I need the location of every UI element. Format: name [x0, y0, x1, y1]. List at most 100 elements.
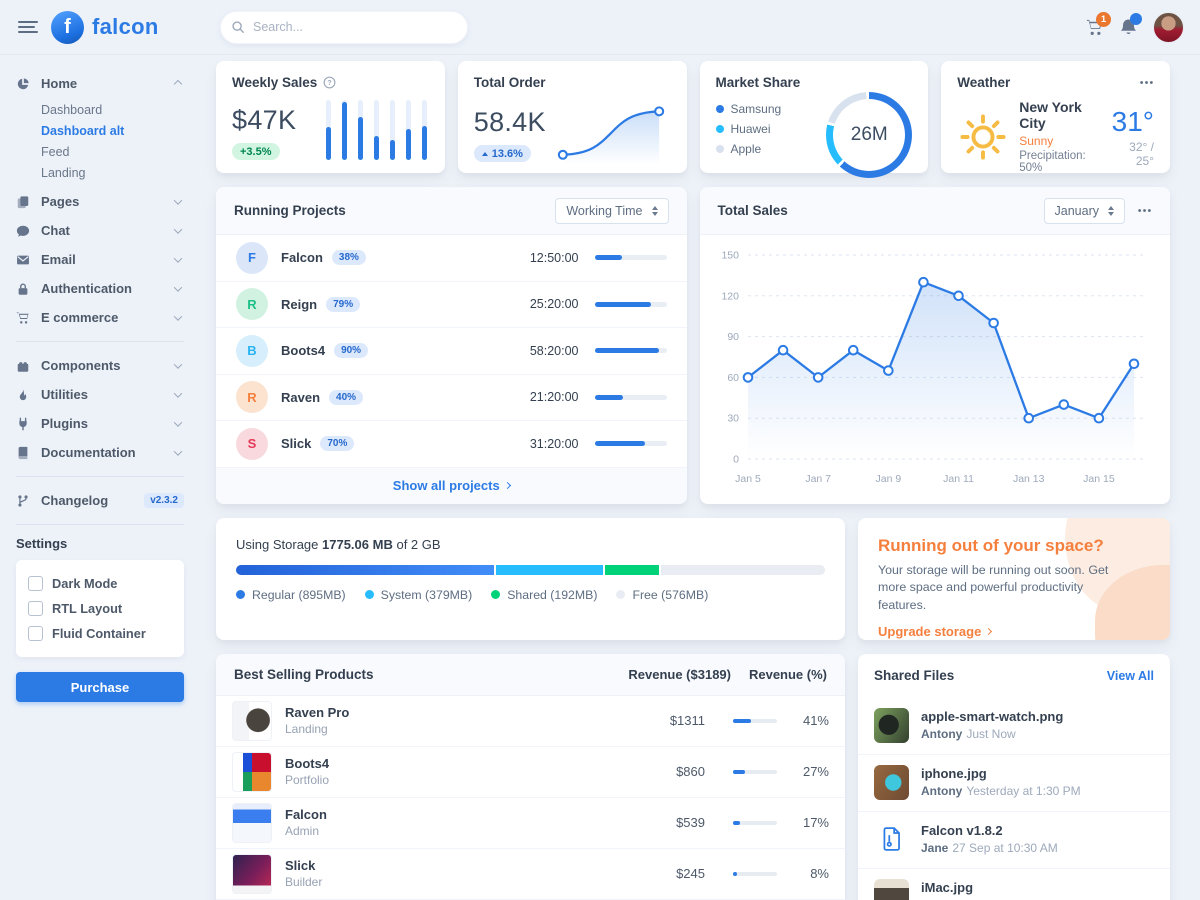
product-revenue: $245 — [676, 866, 705, 881]
project-name[interactable]: Slick — [281, 436, 312, 452]
svg-text:60: 60 — [727, 372, 739, 384]
more-options-icon[interactable] — [1137, 203, 1152, 218]
sidebar-item-components[interactable]: Components — [16, 351, 184, 380]
storage-segment-free — [658, 564, 825, 575]
toggle-rtl-layout[interactable]: RTL Layout — [28, 596, 172, 621]
product-category: Portfolio — [285, 773, 330, 787]
total-sales-line-chart: 0 30 60 90 120 150 Jan 5 Jan 7 Jan 9 Jan 11 Jan 13… — [721, 250, 1144, 485]
weekly-sales-bar — [373, 100, 379, 160]
show-all-projects-link[interactable]: Show all projects — [393, 478, 511, 493]
falcon-logo[interactable]: f falcon — [51, 10, 199, 44]
file-name[interactable]: iphone.jpg — [921, 766, 987, 781]
file-name[interactable]: iMac.jpg — [921, 880, 974, 895]
checkbox[interactable] — [28, 576, 43, 591]
weather-condition: Sunny — [1019, 134, 1054, 148]
product-thumbnail — [232, 802, 272, 843]
sidebar-item-changelog[interactable]: Changelog v2.3.2 — [16, 486, 184, 515]
upgrade-storage-link[interactable]: Upgrade storage — [878, 624, 993, 639]
sidebar-item-label: Pages — [41, 194, 80, 209]
file-name[interactable]: apple-smart-watch.png — [921, 709, 1064, 724]
checkbox-label: Dark Mode — [52, 576, 118, 591]
svg-text:?: ? — [328, 80, 332, 87]
sidebar-item-authentication[interactable]: Authentication — [16, 274, 184, 303]
market-share-title: Market Share — [715, 75, 801, 90]
sidebar-submenu: Dashboard Dashboard alt Feed Landing — [16, 99, 184, 183]
weather-city: New York City — [1019, 99, 1082, 131]
sidebar-item-feed[interactable]: Feed — [41, 144, 70, 159]
sidebar-item-dashboard[interactable]: Dashboard — [41, 102, 103, 117]
checkbox[interactable] — [28, 601, 43, 616]
upgrade-space-card: Running out of your space? Your storage … — [858, 517, 1170, 640]
product-percent-bar — [733, 718, 777, 723]
search-icon — [231, 20, 245, 34]
sidebar-item-utilities[interactable]: Utilities — [16, 380, 184, 409]
chevron-down-icon — [173, 446, 183, 456]
working-time-select[interactable]: Working Time — [555, 197, 669, 224]
sidebar-item-documentation[interactable]: Documentation — [16, 438, 184, 467]
legend-label: Samsung — [730, 102, 782, 116]
product-percent-bar — [733, 871, 777, 876]
shared-files-title: Shared Files — [874, 668, 955, 683]
help-icon[interactable]: ? — [323, 76, 336, 89]
product-percent-bar — [733, 769, 777, 774]
sidebar-item-home[interactable]: Home — [16, 69, 184, 98]
sidebar-item-chat[interactable]: Chat — [16, 216, 184, 245]
product-name[interactable]: Slick — [285, 858, 316, 873]
product-revenue: $860 — [676, 764, 705, 779]
legend-label: System (379MB) — [380, 587, 473, 602]
cart-button[interactable]: 1 — [1085, 11, 1111, 37]
weekly-sales-title: Weekly Sales — [232, 75, 318, 90]
divider — [16, 476, 184, 477]
weekly-sales-bar — [389, 100, 395, 160]
projects-list: F Falcon 38% 12:50:00 R Reign 79% 25:20:00 B Boot… — [216, 235, 687, 468]
sidebar-item-email[interactable]: Email — [16, 245, 184, 274]
purchase-button[interactable]: Purchase — [16, 672, 184, 702]
weather-card: Weather New York City Sunny Precipitatio… — [941, 61, 1170, 174]
toggle-fluid-container[interactable]: Fluid Container — [28, 621, 172, 646]
storage-segment-regular — [236, 564, 495, 575]
version-badge: v2.3.2 — [144, 493, 184, 508]
file-row-imac-jpg: iMac.jpg Rowen 23 Sep at 6:10 PM — [858, 867, 1170, 900]
total-order-title: Total Order — [473, 75, 546, 90]
sidebar-item-e-commerce[interactable]: E commerce — [16, 303, 184, 332]
project-progress-bar — [594, 441, 667, 447]
weekly-sales-bar — [405, 100, 411, 160]
project-name[interactable]: Boots4 — [281, 343, 326, 359]
project-name[interactable]: Reign — [281, 296, 318, 312]
project-name[interactable]: Falcon — [281, 250, 323, 266]
product-revenue: $539 — [676, 815, 705, 830]
sidebar-item-plugins[interactable]: Plugins — [16, 409, 184, 438]
chevron-down-icon — [173, 388, 183, 398]
toggle-dark-mode[interactable]: Dark Mode — [28, 571, 172, 596]
product-name[interactable]: Boots4 — [285, 756, 330, 771]
sidebar-item-label: Authentication — [41, 281, 132, 296]
search-input[interactable] — [220, 10, 468, 44]
hamburger-menu-button[interactable] — [18, 21, 38, 33]
project-progress-badge: 38% — [331, 250, 366, 266]
chevron-down-icon — [173, 417, 183, 427]
main-content: Weekly Sales ? $47K +3.5% Total Order 58… — [200, 55, 1200, 900]
more-options-icon[interactable] — [1139, 75, 1154, 90]
file-owner: Jane — [921, 841, 949, 855]
user-avatar[interactable] — [1153, 11, 1184, 43]
product-percent: 17% — [802, 815, 829, 830]
view-all-link[interactable]: View All — [1106, 668, 1154, 683]
project-name[interactable]: Raven — [281, 389, 321, 405]
product-name[interactable]: Raven Pro — [285, 705, 350, 720]
sidebar-item-landing[interactable]: Landing — [41, 165, 86, 180]
code-branch-icon — [16, 494, 32, 508]
legend-item-samsung: Samsung — [715, 102, 782, 116]
file-name[interactable]: Falcon v1.8.2 — [921, 823, 1003, 838]
weekly-sales-bar-chart — [325, 100, 427, 160]
product-name[interactable]: Falcon — [285, 807, 327, 822]
month-select[interactable]: January — [1043, 197, 1125, 224]
project-avatar: B — [236, 334, 268, 367]
checkbox[interactable] — [28, 626, 43, 641]
sidebar-item-pages[interactable]: Pages — [16, 187, 184, 216]
project-avatar: R — [236, 288, 268, 321]
chevron-up-icon — [173, 79, 183, 88]
email-icon — [16, 253, 32, 267]
total-sales-card: Total Sales January 0 30 60 90 120 150 Jan 5 Ja… — [699, 187, 1170, 504]
sidebar-item-dashboard-alt[interactable]: Dashboard alt — [41, 123, 125, 138]
notifications-button[interactable] — [1119, 12, 1142, 37]
